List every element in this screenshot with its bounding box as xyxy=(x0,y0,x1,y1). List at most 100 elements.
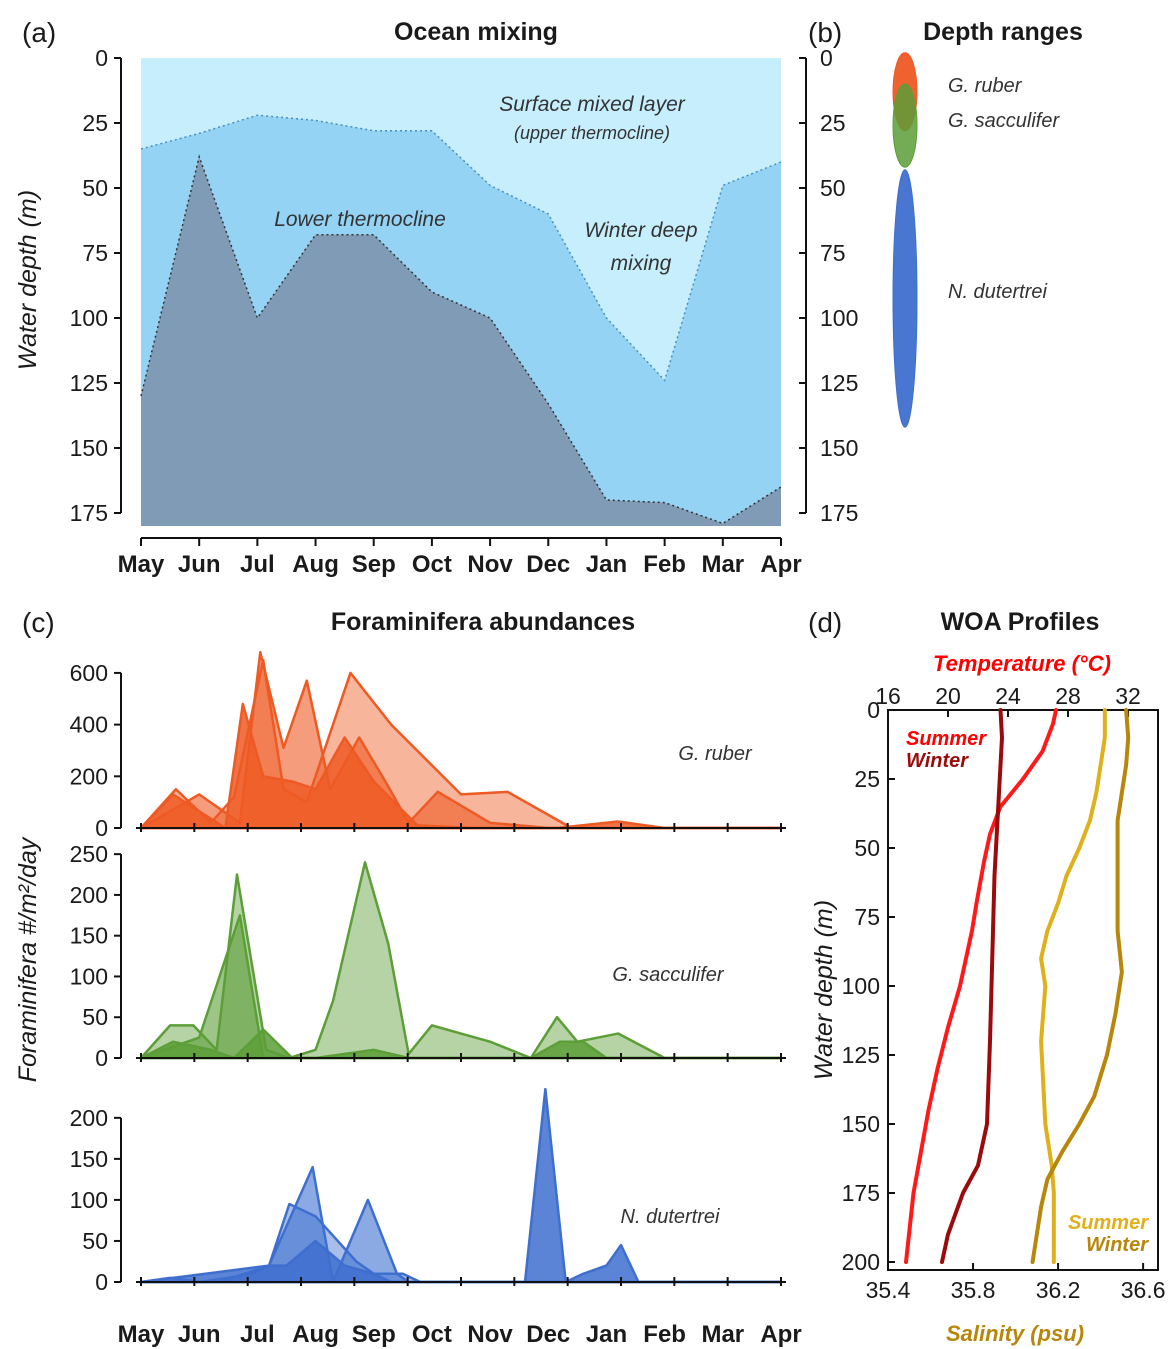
y-tick-label: 0 xyxy=(820,45,833,71)
label-sal-summer: Summer xyxy=(1068,1212,1149,1234)
label-temp-summer: Summer xyxy=(906,728,987,750)
panel-b-title: Depth ranges xyxy=(923,18,1083,46)
profile-lines xyxy=(904,708,1131,1264)
label-c-g-sacculifer: G. sacculifer xyxy=(612,964,724,986)
abundance-series xyxy=(139,1087,783,1284)
y-tick-label: 75 xyxy=(820,240,846,266)
y-tick-label: 50 xyxy=(854,835,880,861)
month-label: Apr xyxy=(760,551,801,578)
y-tick-label: 100 xyxy=(70,963,108,989)
temperature-tick-label: 32 xyxy=(1115,683,1141,709)
panel-d-title: WOA Profiles xyxy=(941,608,1100,636)
salinity-summer-line xyxy=(1039,708,1107,1264)
panel-a-month-labels: May Jun Jul Aug Sep Oct Nov Dec Jan Feb Mar Apr xyxy=(118,551,802,578)
panel-c-month-labels: May Jun Jul Aug Sep Oct Nov Dec Jan Feb Mar Apr xyxy=(118,1321,802,1348)
y-tick-label: 200 xyxy=(70,1105,108,1131)
month-label: Oct xyxy=(412,1321,452,1348)
label-n-dutertrei: N. dutertrei xyxy=(948,281,1047,303)
y-tick-label: 25 xyxy=(820,110,846,136)
thermocline-boundary xyxy=(140,154,782,525)
panel-a-title: Ocean mixing xyxy=(394,18,558,46)
y-tick-label: 150 xyxy=(820,435,858,461)
y-tick-label: 50 xyxy=(82,1004,108,1030)
month-label: Jun xyxy=(178,551,221,578)
temperature-summer-line xyxy=(904,708,1058,1264)
y-tick-label: 0 xyxy=(95,45,108,71)
month-label: Feb xyxy=(643,551,686,578)
y-tick-label: 250 xyxy=(70,841,108,867)
panel-b-chart: 0 25 50 75 100 125 150 175 G. ruber G. sacculif… xyxy=(799,45,1060,526)
month-label: Nov xyxy=(467,1321,513,1348)
month-label: Apr xyxy=(760,1321,801,1348)
salinity-tick-label: 35.4 xyxy=(866,1277,911,1303)
y-tick-label: 200 xyxy=(70,763,108,789)
month-label: Aug xyxy=(292,1321,339,1348)
annotation-winter-deep: Winter deep xyxy=(584,219,697,242)
month-label: Sep xyxy=(352,1321,396,1348)
subplot-g-ruber: 0 200 400 600 xyxy=(70,650,786,841)
y-tick-label: 150 xyxy=(70,435,108,461)
y-tick-label: 0 xyxy=(95,1269,108,1295)
salinity-tick-label: 36.6 xyxy=(1121,1277,1166,1303)
month-label: Jul xyxy=(240,551,275,578)
month-label: Aug xyxy=(292,551,339,578)
y-tick-label: 0 xyxy=(867,697,880,723)
abundance-series xyxy=(139,702,783,830)
y-tick-label: 175 xyxy=(820,500,858,526)
panel-c-y-label: Foraminifera #/m²/day xyxy=(14,836,42,1082)
y-tick-label: 75 xyxy=(854,904,880,930)
label-sal-winter: Winter xyxy=(1086,1234,1149,1256)
temperature-tick-label: 20 xyxy=(935,683,961,709)
temperature-tick-label: 28 xyxy=(1055,683,1081,709)
panel-d-axes: 0 25 50 75 100 125 150 175 200 16 20 24 28 32 35.4 35.8… xyxy=(842,683,1166,1303)
month-label: Jan xyxy=(586,1321,627,1348)
temperature-winter-line xyxy=(940,708,1004,1264)
month-label: Mar xyxy=(701,1321,744,1348)
y-tick-label: 25 xyxy=(854,766,880,792)
y-tick-label: 125 xyxy=(70,370,108,396)
y-tick-label: 0 xyxy=(95,1045,108,1071)
temperature-axis-label: Temperature (°C) xyxy=(933,651,1111,676)
abundance-series xyxy=(139,1028,783,1060)
month-label: May xyxy=(118,551,165,578)
panel-letter-c: (c) xyxy=(22,607,55,638)
y-tick-label: 100 xyxy=(70,1187,108,1213)
subplot-n-dutertrei: 0 50 100 150 200 xyxy=(70,1087,786,1295)
panel-letter-a: (a) xyxy=(22,17,56,48)
panel-a-chart: 0 25 50 75 100 125 150 175 May Jun Jul Aug Sep Oct No… xyxy=(14,45,802,578)
y-tick-label: 200 xyxy=(70,882,108,908)
salinity-tick-label: 36.2 xyxy=(1036,1277,1081,1303)
label-c-n-dutertrei: N. dutertrei xyxy=(621,1206,720,1228)
salinity-axis-label: Salinity (psu) xyxy=(946,1321,1084,1346)
y-tick-label: 150 xyxy=(70,923,108,949)
y-tick-label: 75 xyxy=(82,240,108,266)
annotation-upper-thermocline: (upper thermocline) xyxy=(514,123,670,143)
month-label: Nov xyxy=(467,551,513,578)
panel-b-y-axis: 0 25 50 75 100 125 150 175 xyxy=(799,45,858,526)
y-tick-label: 0 xyxy=(95,815,108,841)
y-tick-label: 125 xyxy=(842,1042,880,1068)
month-label: Oct xyxy=(412,551,452,578)
mixing-areas xyxy=(140,58,782,527)
subplot-g-sacculifer: 0 50 100 150 200 250 xyxy=(70,841,786,1071)
label-g-ruber: G. ruber xyxy=(948,75,1023,97)
annotation-surface-mixed-layer: Surface mixed layer xyxy=(499,93,686,116)
y-tick-label: 600 xyxy=(70,660,108,686)
y-tick-label: 400 xyxy=(70,712,108,738)
ellipse-n-dutertrei xyxy=(892,169,918,428)
temperature-tick-label: 16 xyxy=(875,683,901,709)
label-temp-winter: Winter xyxy=(906,750,969,772)
salinity-tick-label: 35.8 xyxy=(951,1277,996,1303)
label-c-g-ruber: G. ruber xyxy=(678,743,753,765)
y-tick-label: 175 xyxy=(842,1180,880,1206)
panel-a-y-axis: 0 25 50 75 100 125 150 175 xyxy=(70,45,782,546)
panel-a-y-label: Water depth (m) xyxy=(14,190,42,370)
month-label: Jan xyxy=(586,551,627,578)
mixed-layer-boundary xyxy=(140,114,782,382)
depth-range-ellipses xyxy=(892,52,918,428)
y-tick-label: 175 xyxy=(70,500,108,526)
month-label: Feb xyxy=(643,1321,686,1348)
